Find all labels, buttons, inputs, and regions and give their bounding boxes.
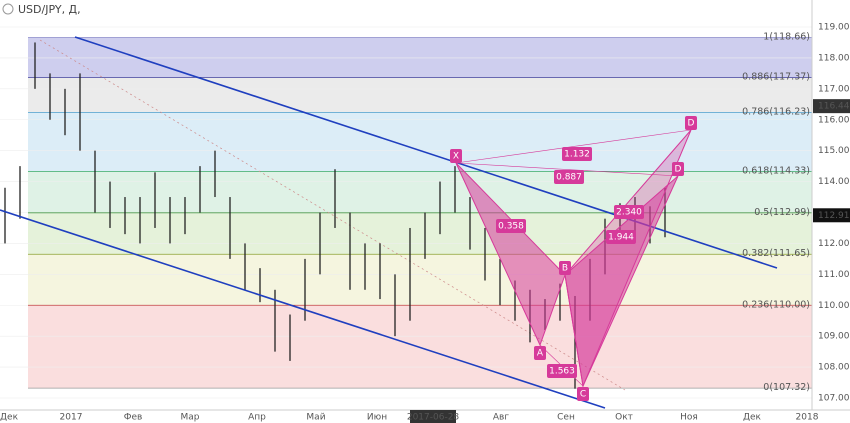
symbol-icon[interactable] bbox=[2, 3, 14, 15]
pattern-ratio-box bbox=[606, 230, 636, 244]
x-tick-label: Окт bbox=[615, 413, 633, 423]
trend-dashed bbox=[39, 39, 626, 391]
pattern-point-box bbox=[559, 261, 571, 275]
pattern-ratio-box bbox=[554, 170, 584, 184]
price-label: 112.91 bbox=[818, 211, 850, 221]
fib-band bbox=[28, 171, 812, 213]
price-label: 116.44 bbox=[818, 102, 850, 112]
pattern-ratio: 1.563 bbox=[549, 367, 575, 377]
fib-band bbox=[28, 212, 812, 255]
y-tick-label: 115.00 bbox=[818, 146, 850, 156]
y-tick-label: 110.00 bbox=[818, 301, 850, 311]
x-tick-label: 2018 bbox=[796, 413, 819, 423]
pattern-ratio-box bbox=[614, 205, 644, 219]
pattern-ratio: 2.340 bbox=[616, 208, 642, 218]
x-tick-label: Ноя bbox=[680, 413, 698, 423]
pattern-point-box bbox=[672, 162, 684, 176]
y-tick-label: 109.00 bbox=[818, 332, 850, 342]
x-tick-label: Дек bbox=[0, 413, 19, 423]
fib-label: 0.886(117.37) bbox=[742, 71, 810, 82]
x-tick-label: Май bbox=[306, 413, 325, 423]
fib-label: 0.618(114.33) bbox=[742, 165, 810, 176]
fib-band bbox=[28, 112, 812, 172]
x-tick-label: Апр bbox=[248, 413, 266, 423]
fib-label: 0(107.32) bbox=[763, 382, 810, 393]
pattern-ratio: 1.944 bbox=[608, 233, 634, 243]
channel-upper bbox=[74, 36, 778, 269]
pattern-point: B bbox=[562, 264, 568, 274]
plot-area: 1(118.66) 0.886(117.37) 0.786(116.23) 0.618… bbox=[0, 26, 812, 409]
y-tick-label: 107.00 bbox=[818, 394, 850, 404]
fib-label: 0.382(111.65) bbox=[742, 248, 810, 259]
pattern-point-box bbox=[450, 149, 462, 163]
pattern-bcd2 bbox=[564, 129, 692, 388]
price-label-box bbox=[813, 99, 850, 114]
pattern-ratio: 0.358 bbox=[498, 222, 524, 232]
y-tick-label: 111.00 bbox=[818, 270, 850, 280]
x-label-highlight bbox=[410, 410, 456, 423]
fib-label: 0.236(110.00) bbox=[742, 299, 810, 310]
pattern-xd2 bbox=[455, 162, 679, 177]
pattern-ratio: 1.132 bbox=[564, 150, 590, 160]
x-tick-label: 2017-06-28 bbox=[407, 413, 460, 423]
x-tick-label: Авг bbox=[493, 413, 509, 423]
pattern-point-box bbox=[685, 116, 697, 130]
price-axis bbox=[812, 0, 850, 410]
y-tick-label: 108.00 bbox=[818, 363, 850, 373]
y-tick-label: 118.00 bbox=[818, 53, 850, 63]
y-tick-label: 112.00 bbox=[818, 239, 850, 249]
pattern-ratio-box bbox=[562, 147, 592, 161]
symbol-title[interactable]: USD/JPY, Д, bbox=[18, 3, 81, 16]
y-tick-label: 116.00 bbox=[818, 115, 850, 125]
price-label-box bbox=[813, 208, 850, 223]
x-tick-label: Мар bbox=[181, 413, 200, 423]
fib-band bbox=[28, 254, 812, 306]
channel-lower bbox=[0, 209, 606, 409]
fib-band bbox=[28, 77, 812, 113]
pattern-point: A bbox=[537, 349, 544, 359]
pattern-ratio-box bbox=[547, 364, 577, 378]
x-tick-label: Фев bbox=[124, 413, 143, 423]
pattern-xd bbox=[455, 129, 692, 164]
x-tick-label: Дек bbox=[743, 413, 762, 423]
pattern-point: C bbox=[580, 390, 586, 400]
pattern-ratio-box bbox=[496, 219, 526, 233]
header-bg bbox=[0, 0, 120, 20]
fib-label: 0.786(116.23) bbox=[742, 107, 810, 118]
y-tick-label: 117.00 bbox=[818, 84, 850, 94]
pattern-point: D bbox=[688, 119, 695, 129]
y-tick-label: 114.00 bbox=[818, 177, 850, 187]
fib-label: 1(118.66) bbox=[763, 32, 810, 43]
pattern-point: X bbox=[453, 152, 459, 162]
pattern-point-box bbox=[534, 346, 546, 360]
y-tick-label: 119.00 bbox=[818, 23, 850, 33]
x-tick-label: Июн bbox=[367, 413, 387, 423]
pattern-point: D bbox=[675, 165, 682, 175]
fib-label: 0.5(112.99) bbox=[754, 207, 810, 218]
x-tick-label: 2017 bbox=[60, 413, 83, 423]
pattern-ratio: 0.887 bbox=[556, 173, 582, 183]
x-tick-label: Сен bbox=[557, 413, 575, 423]
fib-band bbox=[28, 37, 812, 78]
pattern-point-box bbox=[577, 387, 589, 401]
